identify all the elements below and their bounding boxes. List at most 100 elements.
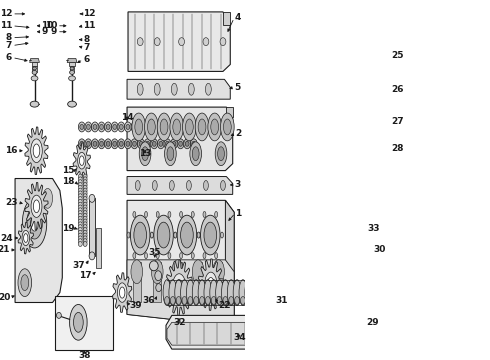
- Ellipse shape: [106, 141, 110, 146]
- Bar: [32, 67, 37, 72]
- Circle shape: [170, 113, 184, 141]
- Text: 38: 38: [78, 351, 91, 360]
- Circle shape: [79, 156, 84, 166]
- Ellipse shape: [182, 297, 187, 305]
- Circle shape: [23, 198, 47, 248]
- Ellipse shape: [78, 228, 82, 233]
- Ellipse shape: [113, 125, 117, 130]
- Text: 31: 31: [275, 296, 288, 305]
- Circle shape: [205, 83, 211, 95]
- Text: 33: 33: [368, 224, 380, 233]
- Text: 28: 28: [391, 144, 403, 153]
- Circle shape: [208, 113, 221, 141]
- Ellipse shape: [239, 280, 247, 306]
- Ellipse shape: [192, 125, 196, 130]
- Circle shape: [150, 232, 153, 238]
- Ellipse shape: [83, 194, 87, 199]
- Ellipse shape: [33, 67, 36, 70]
- Ellipse shape: [355, 306, 360, 314]
- Ellipse shape: [83, 185, 87, 190]
- Circle shape: [197, 232, 200, 238]
- Circle shape: [204, 222, 217, 248]
- Circle shape: [344, 211, 359, 241]
- Ellipse shape: [118, 122, 124, 132]
- Ellipse shape: [99, 141, 103, 146]
- Ellipse shape: [78, 199, 82, 204]
- Ellipse shape: [111, 139, 118, 149]
- Ellipse shape: [78, 242, 82, 247]
- Ellipse shape: [78, 211, 82, 216]
- Circle shape: [27, 207, 42, 239]
- Ellipse shape: [83, 233, 87, 238]
- Circle shape: [156, 253, 159, 258]
- Ellipse shape: [78, 230, 82, 235]
- Circle shape: [220, 180, 225, 190]
- Bar: [215, 262, 222, 302]
- Ellipse shape: [217, 297, 222, 305]
- Text: 4: 4: [234, 13, 241, 22]
- Circle shape: [177, 215, 196, 255]
- Ellipse shape: [78, 219, 82, 224]
- Ellipse shape: [252, 297, 257, 305]
- Text: 8: 8: [83, 35, 90, 44]
- Ellipse shape: [355, 69, 380, 79]
- Ellipse shape: [139, 141, 143, 146]
- Ellipse shape: [368, 113, 377, 125]
- Ellipse shape: [78, 194, 82, 199]
- Ellipse shape: [83, 180, 87, 185]
- Ellipse shape: [83, 174, 87, 179]
- Ellipse shape: [176, 297, 181, 305]
- Circle shape: [215, 253, 218, 258]
- Ellipse shape: [245, 280, 253, 306]
- Text: 6: 6: [6, 53, 12, 62]
- Circle shape: [118, 283, 127, 302]
- Circle shape: [348, 218, 356, 234]
- Circle shape: [156, 211, 159, 217]
- Circle shape: [341, 204, 363, 248]
- Ellipse shape: [85, 139, 92, 149]
- Ellipse shape: [83, 177, 87, 182]
- Ellipse shape: [172, 141, 176, 146]
- Ellipse shape: [157, 139, 164, 149]
- Ellipse shape: [227, 280, 235, 306]
- Text: 11: 11: [83, 21, 96, 30]
- Circle shape: [157, 222, 170, 248]
- Circle shape: [175, 280, 183, 296]
- Text: 24: 24: [0, 234, 13, 243]
- Bar: [97, 228, 101, 268]
- Circle shape: [364, 87, 371, 103]
- Text: 16: 16: [5, 146, 18, 155]
- Ellipse shape: [78, 180, 82, 185]
- Text: 5: 5: [234, 83, 241, 92]
- Ellipse shape: [78, 191, 82, 196]
- Ellipse shape: [86, 141, 90, 146]
- Ellipse shape: [177, 139, 184, 149]
- Ellipse shape: [111, 122, 118, 132]
- Circle shape: [74, 312, 83, 332]
- Ellipse shape: [370, 142, 379, 152]
- Circle shape: [205, 272, 217, 297]
- Circle shape: [215, 142, 227, 166]
- Ellipse shape: [83, 225, 87, 230]
- Ellipse shape: [138, 122, 145, 132]
- Ellipse shape: [144, 139, 151, 149]
- Ellipse shape: [78, 225, 82, 230]
- Ellipse shape: [263, 280, 270, 306]
- Ellipse shape: [124, 122, 131, 132]
- Circle shape: [190, 142, 201, 166]
- Ellipse shape: [92, 122, 98, 132]
- Polygon shape: [223, 12, 230, 25]
- Ellipse shape: [229, 297, 234, 305]
- Bar: [133, 262, 141, 302]
- Ellipse shape: [251, 280, 259, 306]
- Circle shape: [78, 152, 86, 169]
- Ellipse shape: [83, 242, 87, 247]
- Ellipse shape: [78, 183, 82, 188]
- Circle shape: [142, 147, 148, 161]
- Circle shape: [215, 211, 218, 217]
- Circle shape: [135, 119, 143, 135]
- Text: 12: 12: [0, 9, 12, 18]
- Polygon shape: [127, 176, 233, 194]
- Ellipse shape: [92, 139, 98, 149]
- Ellipse shape: [98, 139, 105, 149]
